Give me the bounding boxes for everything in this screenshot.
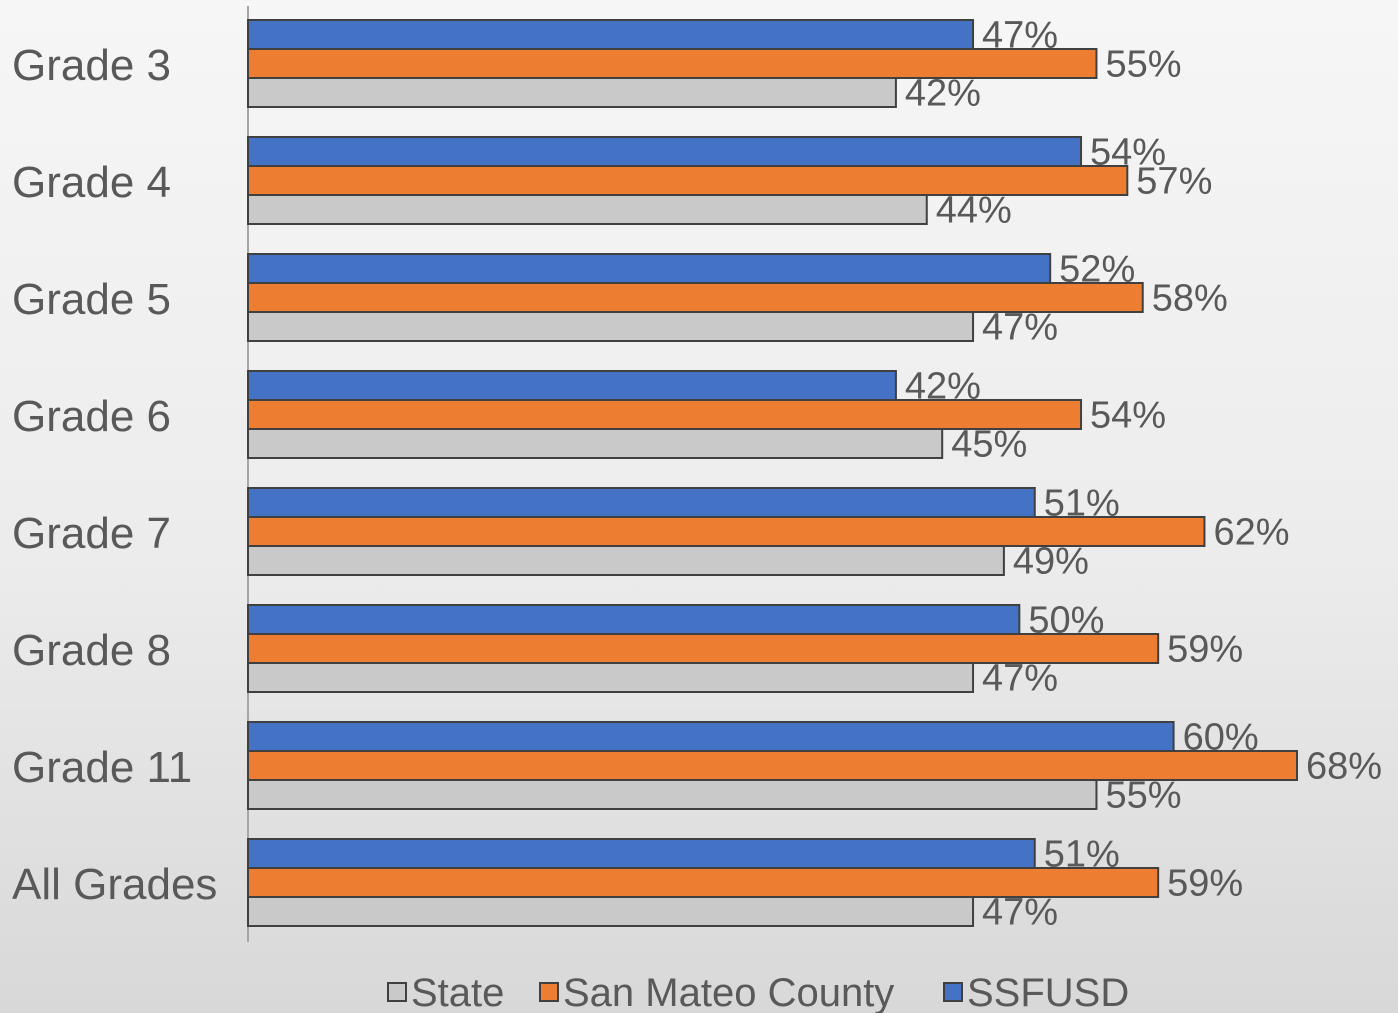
value-label-state-grade-6: 45% — [951, 424, 1027, 466]
bar-san-mateo-county-grade-4 — [247, 165, 1129, 196]
value-label-san-mateo-county-grade-6: 54% — [1090, 395, 1166, 437]
category-label-all-grades: All Grades — [12, 860, 217, 909]
legend-label-san-mateo-county: San Mateo County — [563, 971, 894, 1013]
legend-label-ssfusd: SSFUSD — [967, 971, 1129, 1013]
value-label-state-grade-11: 55% — [1105, 775, 1181, 817]
bar-state-grade-7 — [247, 545, 1005, 576]
value-label-ssfusd-grade-11: 60% — [1183, 717, 1259, 759]
category-label-grade-3: Grade 3 — [12, 41, 171, 90]
bar-state-grade-5 — [247, 311, 975, 342]
bar-ssfusd-all-grades — [247, 838, 1036, 869]
value-label-san-mateo-county-grade-8: 59% — [1167, 629, 1243, 671]
labels-group: Grade 347%55%42%Grade 454%57%44%Grade 55… — [12, 15, 1382, 934]
value-label-state-grade-8: 47% — [982, 658, 1058, 700]
value-label-san-mateo-county-grade-5: 58% — [1152, 278, 1228, 320]
value-label-state-grade-7: 49% — [1013, 541, 1089, 583]
value-label-state-grade-5: 47% — [982, 307, 1058, 349]
legend-swatch-san-mateo-county — [539, 982, 559, 1002]
bar-ssfusd-grade-4 — [247, 136, 1083, 167]
value-label-state-grade-3: 42% — [905, 73, 981, 115]
category-label-grade-4: Grade 4 — [12, 158, 171, 207]
legend-label-state: State — [411, 971, 504, 1013]
value-label-ssfusd-grade-4: 54% — [1090, 132, 1166, 174]
value-label-san-mateo-county-grade-11: 68% — [1306, 746, 1382, 788]
bar-ssfusd-grade-11 — [247, 721, 1175, 752]
value-label-ssfusd-grade-3: 47% — [982, 15, 1058, 57]
bar-state-grade-6 — [247, 428, 944, 459]
category-label-grade-11: Grade 11 — [12, 743, 192, 792]
category-label-grade-6: Grade 6 — [12, 392, 171, 441]
value-label-state-all-grades: 47% — [982, 892, 1058, 934]
bar-san-mateo-county-grade-3 — [247, 48, 1098, 79]
bar-ssfusd-grade-7 — [247, 487, 1036, 518]
bar-ssfusd-grade-3 — [247, 19, 975, 50]
bar-san-mateo-county-grade-5 — [247, 282, 1144, 313]
value-label-san-mateo-county-grade-3: 55% — [1105, 44, 1181, 86]
bar-state-grade-8 — [247, 662, 975, 693]
value-label-ssfusd-grade-5: 52% — [1059, 249, 1135, 291]
bar-ssfusd-grade-6 — [247, 370, 897, 401]
bar-san-mateo-county-grade-7 — [247, 516, 1206, 547]
value-label-ssfusd-grade-8: 50% — [1028, 600, 1104, 642]
value-label-san-mateo-county-grade-7: 62% — [1213, 512, 1289, 554]
value-label-state-grade-4: 44% — [936, 190, 1012, 232]
bar-ssfusd-grade-8 — [247, 604, 1021, 635]
value-label-ssfusd-grade-6: 42% — [905, 366, 981, 408]
bar-state-grade-11 — [247, 779, 1098, 810]
value-label-san-mateo-county-all-grades: 59% — [1167, 863, 1243, 905]
legend: State San Mateo County SSFUSD — [387, 971, 1129, 1013]
category-label-grade-5: Grade 5 — [12, 275, 171, 324]
value-label-san-mateo-county-grade-4: 57% — [1136, 161, 1212, 203]
category-label-grade-8: Grade 8 — [12, 626, 171, 675]
category-label-grade-7: Grade 7 — [12, 509, 171, 558]
bars-group — [247, 19, 1298, 927]
bar-ssfusd-grade-5 — [247, 253, 1052, 284]
legend-swatch-ssfusd — [943, 982, 963, 1002]
legend-swatch-state — [387, 982, 407, 1002]
bar-san-mateo-county-grade-6 — [247, 399, 1083, 430]
value-label-ssfusd-grade-7: 51% — [1044, 483, 1120, 525]
bar-state-grade-4 — [247, 194, 928, 225]
value-label-ssfusd-all-grades: 51% — [1044, 834, 1120, 876]
bar-state-all-grades — [247, 896, 975, 927]
bar-state-grade-3 — [247, 77, 897, 108]
